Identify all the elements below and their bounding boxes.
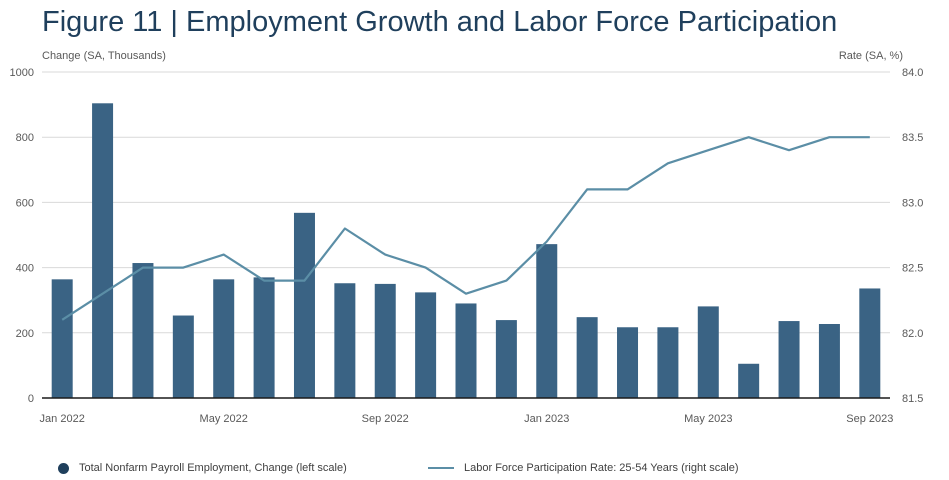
left-tick-label: 1000 (10, 67, 34, 79)
bar (617, 327, 639, 398)
right-tick-label: 82.5 (902, 263, 923, 275)
bar (253, 277, 275, 398)
legend-label-participation: Labor Force Participation Rate: 25-54 Ye… (464, 462, 739, 474)
legend-line-swatch (428, 467, 454, 469)
right-tick-label: 83.0 (902, 197, 923, 209)
left-tick-label: 200 (16, 328, 34, 340)
participation-line (61, 136, 870, 321)
chart-title: Figure 11 | Employment Growth and Labor … (42, 6, 838, 38)
legend-label-payroll: Total Nonfarm Payroll Employment, Change… (79, 462, 347, 474)
right-tick-label: 82.0 (902, 328, 923, 340)
x-tick-label: May 2022 (200, 413, 248, 425)
bar (738, 363, 760, 398)
bar (132, 263, 154, 398)
x-tick-label: May 2023 (684, 413, 732, 425)
right-tick-label: 81.5 (902, 393, 923, 405)
left-axis-label: Change (SA, Thousands) (42, 50, 166, 62)
legend-item-participation: Labor Force Participation Rate: 25-54 Ye… (428, 462, 739, 474)
bar-series (51, 103, 881, 399)
legend-bar-swatch (58, 462, 69, 474)
bar (213, 279, 235, 398)
bar (172, 315, 194, 398)
bar (859, 288, 881, 398)
bar (778, 321, 800, 398)
axes: 0 200 400 600 800 1000 81.5 82.0 82.5 83.0 83.5 84.… (10, 67, 924, 425)
bar (536, 244, 558, 398)
legend-item-payroll: Total Nonfarm Payroll Employment, Change… (58, 462, 347, 474)
bar (697, 306, 719, 398)
x-tick-label: Jan 2023 (524, 413, 569, 425)
bar (415, 292, 437, 398)
left-tick-label: 800 (16, 132, 34, 144)
x-tick-label: Sep 2022 (362, 413, 409, 425)
line-series (61, 136, 870, 321)
right-axis-label: Rate (SA, %) (838, 50, 903, 62)
bar (293, 212, 315, 398)
x-tick-label: Sep 2023 (846, 413, 893, 425)
bar (818, 323, 840, 398)
left-tick-label: 400 (16, 263, 34, 275)
bar (495, 320, 517, 398)
left-tick-label: 0 (28, 393, 34, 405)
bar (576, 317, 598, 398)
right-tick-label: 84.0 (902, 67, 923, 79)
bar (51, 279, 73, 398)
bar (374, 283, 396, 398)
bar (455, 303, 477, 398)
right-tick-label: 83.5 (902, 132, 923, 144)
x-tick-label: Jan 2022 (40, 413, 85, 425)
left-tick-label: 600 (16, 197, 34, 209)
bar (92, 103, 114, 399)
bar (657, 327, 679, 398)
bar (334, 283, 356, 398)
